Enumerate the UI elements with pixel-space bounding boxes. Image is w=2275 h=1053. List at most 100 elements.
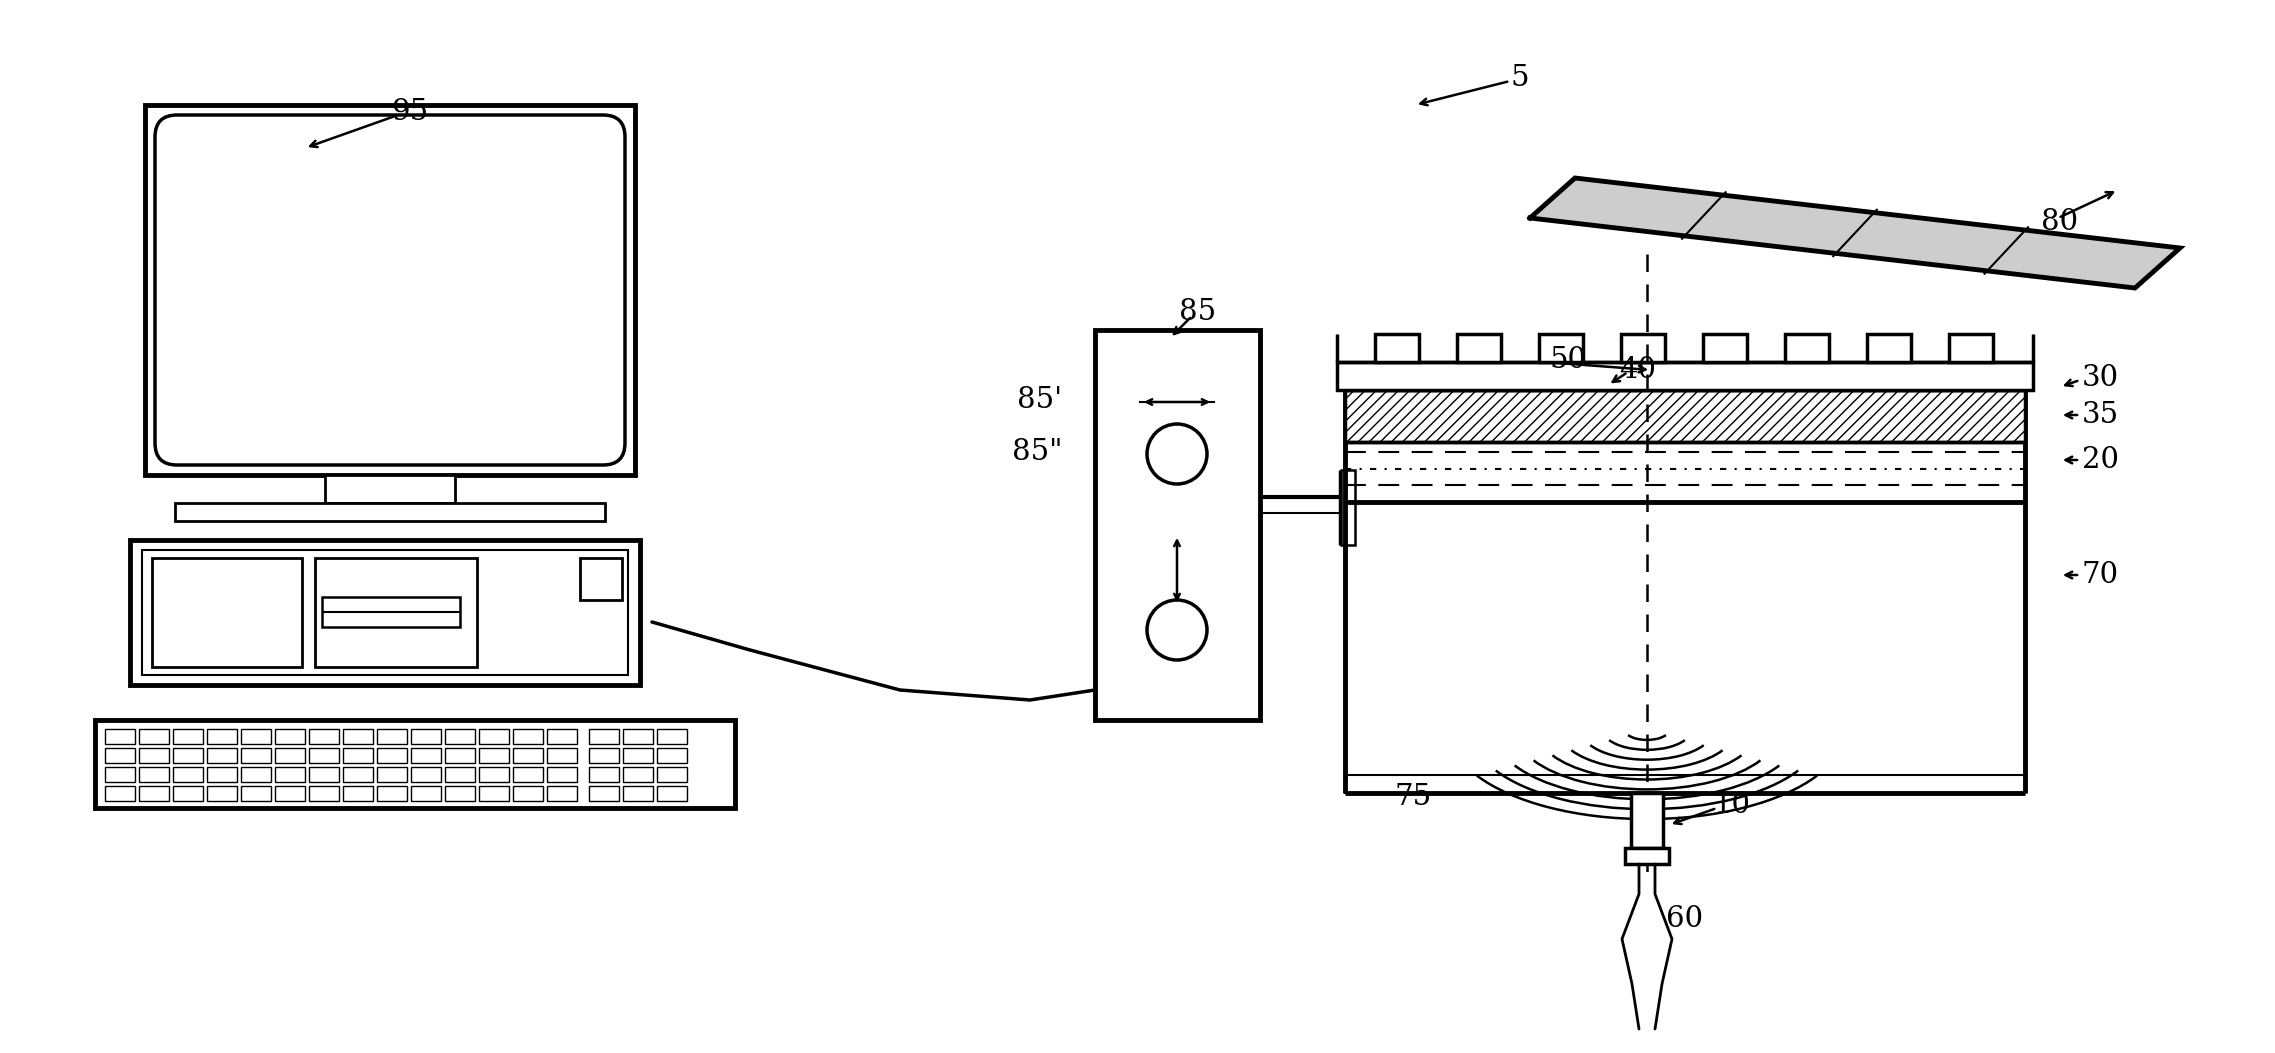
Bar — [546, 786, 578, 801]
Bar — [344, 767, 373, 782]
Bar — [446, 786, 475, 801]
Bar — [446, 767, 475, 782]
Bar — [480, 729, 510, 744]
Text: 5: 5 — [1511, 64, 1529, 92]
Bar — [344, 729, 373, 744]
Bar — [512, 786, 544, 801]
Bar — [446, 748, 475, 763]
Text: 85': 85' — [1017, 386, 1062, 414]
Bar — [139, 767, 168, 782]
Circle shape — [1147, 600, 1208, 660]
Bar — [309, 786, 339, 801]
Bar — [1704, 334, 1747, 362]
Bar — [412, 729, 441, 744]
Bar — [589, 786, 619, 801]
Bar — [1345, 775, 2025, 793]
Bar — [1631, 793, 1663, 848]
Polygon shape — [1531, 178, 2179, 289]
Text: 30: 30 — [2082, 364, 2118, 392]
Bar — [207, 786, 237, 801]
Bar — [512, 767, 544, 782]
Bar — [207, 767, 237, 782]
Bar — [1622, 334, 1665, 362]
Bar — [275, 729, 305, 744]
Bar — [344, 786, 373, 801]
Bar — [275, 748, 305, 763]
Bar — [480, 786, 510, 801]
Text: 35: 35 — [2082, 401, 2118, 429]
Bar — [378, 729, 407, 744]
Circle shape — [1147, 424, 1208, 484]
Bar — [146, 105, 635, 475]
Bar — [1538, 334, 1583, 362]
Text: 40: 40 — [1620, 356, 1656, 384]
Bar — [378, 748, 407, 763]
Bar — [1374, 334, 1420, 362]
Bar — [446, 729, 475, 744]
Bar — [207, 748, 237, 763]
Bar — [105, 786, 134, 801]
Bar — [512, 729, 544, 744]
Bar — [1950, 334, 1993, 362]
Text: 20: 20 — [2082, 446, 2118, 474]
Bar — [173, 729, 202, 744]
Bar — [173, 748, 202, 763]
Bar — [589, 748, 619, 763]
Bar — [1456, 334, 1502, 362]
Bar — [275, 786, 305, 801]
Bar — [546, 729, 578, 744]
Bar — [546, 767, 578, 782]
Bar — [96, 720, 735, 808]
Bar — [589, 767, 619, 782]
Bar — [623, 767, 653, 782]
Bar — [173, 767, 202, 782]
Bar — [1624, 848, 1670, 865]
Bar — [344, 748, 373, 763]
Bar — [152, 558, 303, 667]
Bar — [139, 729, 168, 744]
Bar — [623, 786, 653, 801]
Bar — [139, 748, 168, 763]
Bar — [412, 786, 441, 801]
Bar — [1786, 334, 1829, 362]
Text: 10: 10 — [1713, 791, 1749, 819]
Bar — [623, 748, 653, 763]
Bar — [657, 748, 687, 763]
Text: 95: 95 — [391, 98, 428, 126]
Bar — [105, 729, 134, 744]
Bar — [241, 748, 271, 763]
Bar — [378, 767, 407, 782]
Bar — [657, 767, 687, 782]
Bar — [1094, 330, 1260, 720]
Bar — [309, 748, 339, 763]
Text: 60: 60 — [1665, 905, 1704, 933]
Bar — [207, 729, 237, 744]
Text: 75: 75 — [1395, 783, 1431, 811]
Bar — [323, 597, 460, 627]
Text: 70: 70 — [2082, 561, 2118, 589]
Bar — [657, 729, 687, 744]
Text: 85": 85" — [1012, 438, 1062, 466]
Text: 50: 50 — [1549, 346, 1586, 374]
Bar — [275, 767, 305, 782]
Text: 80: 80 — [2041, 208, 2079, 236]
Bar — [130, 540, 639, 686]
Bar — [314, 558, 478, 667]
Text: 85: 85 — [1178, 298, 1217, 326]
Bar — [512, 748, 544, 763]
Bar — [378, 786, 407, 801]
Bar — [1338, 362, 2034, 390]
Bar — [580, 558, 621, 600]
Bar — [412, 748, 441, 763]
Bar — [623, 729, 653, 744]
Bar — [309, 767, 339, 782]
Bar — [480, 748, 510, 763]
Bar — [309, 729, 339, 744]
Bar — [1345, 390, 2025, 442]
Bar — [412, 767, 441, 782]
Bar — [175, 503, 605, 521]
Bar — [325, 475, 455, 503]
Bar — [241, 729, 271, 744]
Bar — [141, 550, 628, 675]
Bar — [1868, 334, 1911, 362]
